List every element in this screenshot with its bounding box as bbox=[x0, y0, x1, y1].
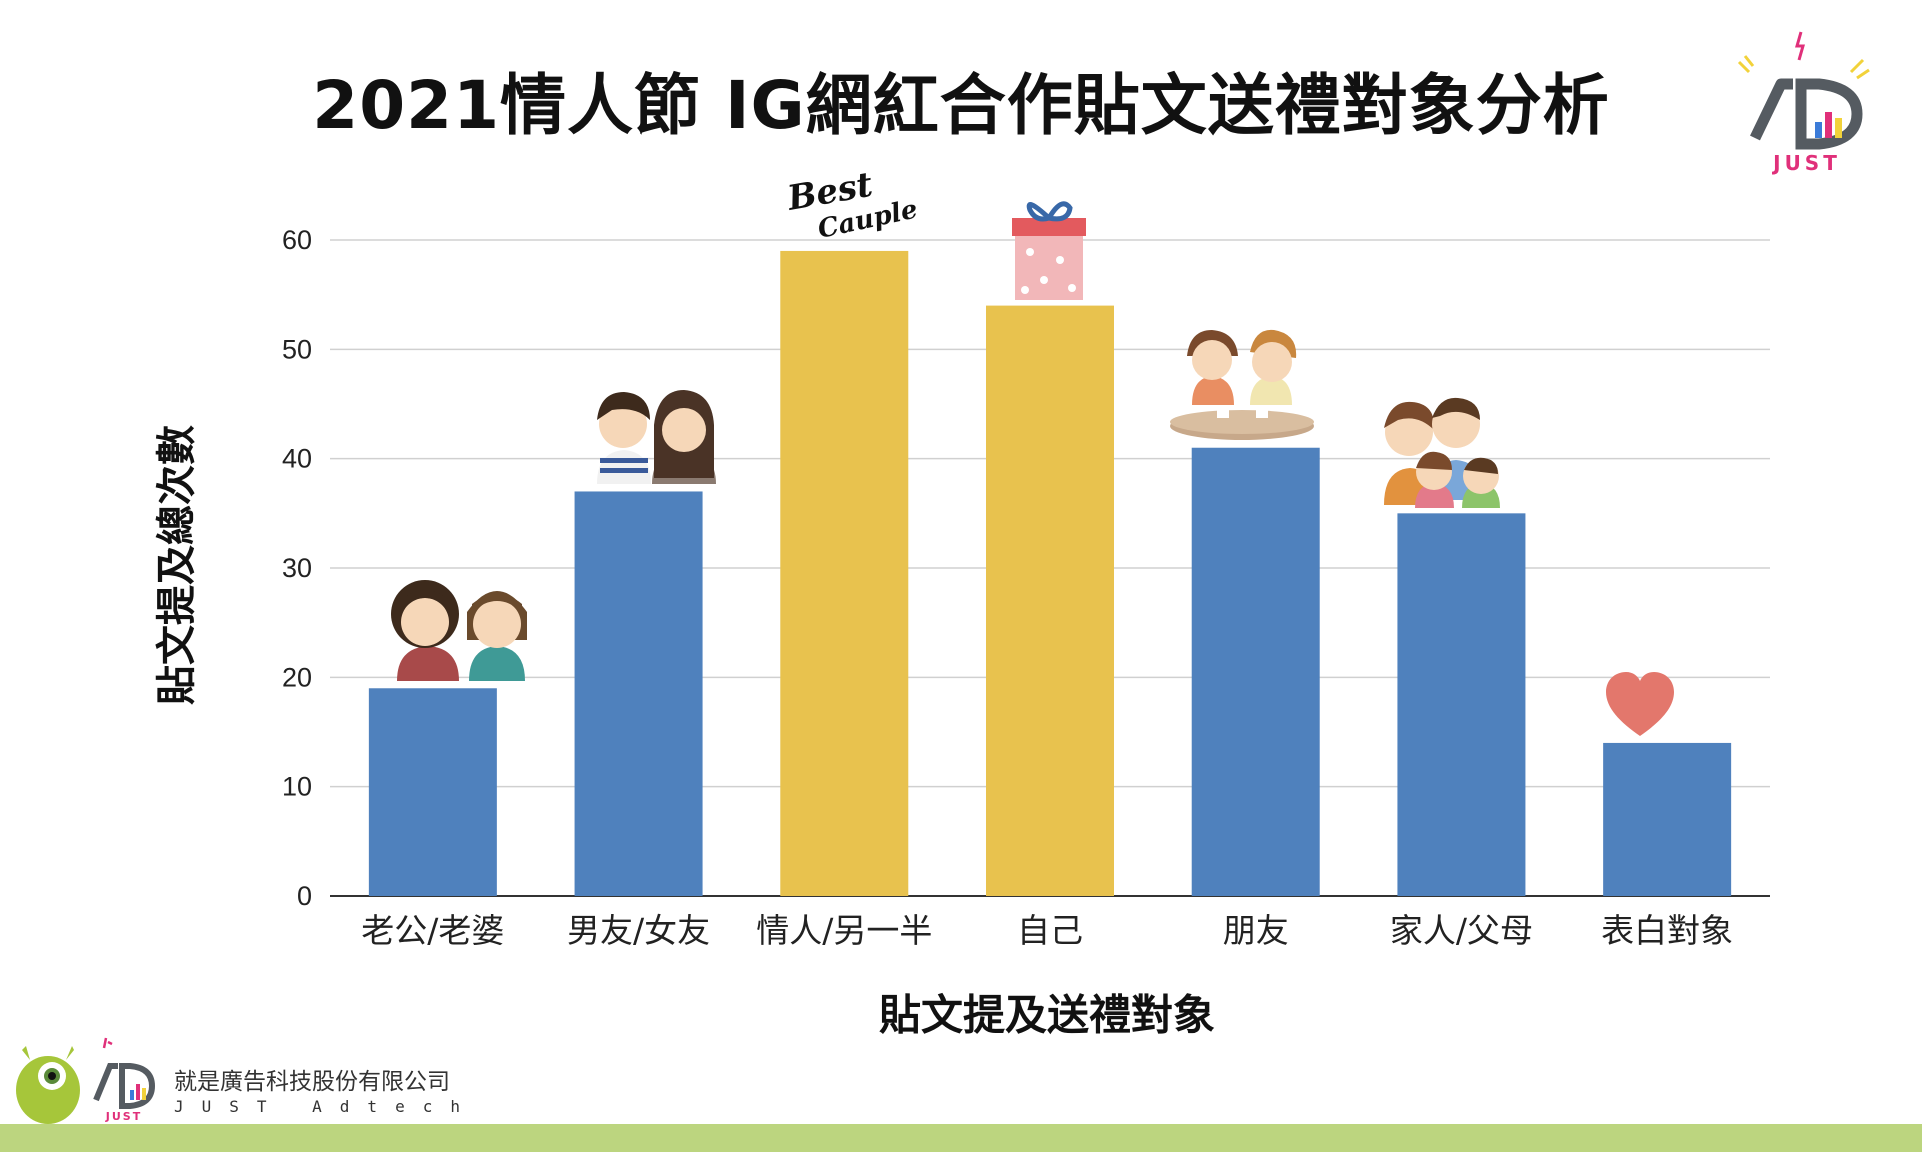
x-tick-label: 表白對象 bbox=[1601, 911, 1733, 950]
friends-table-icon bbox=[1170, 329, 1314, 440]
y-axis-label: 貼文提及總次數 bbox=[154, 425, 200, 705]
bar-6 bbox=[1603, 742, 1732, 896]
x-tick-label: 自己 bbox=[1017, 911, 1083, 950]
y-tick-label: 20 bbox=[282, 662, 312, 692]
ad-just-logo-icon: JUST bbox=[1737, 31, 1870, 175]
bar-2 bbox=[780, 250, 909, 896]
family-icon bbox=[1384, 397, 1500, 508]
footer-logo-text: JUST bbox=[105, 1110, 142, 1123]
green-monster-mascot-icon: JUST bbox=[16, 1037, 156, 1124]
footer-bar bbox=[0, 1124, 1922, 1152]
bar-0 bbox=[368, 688, 497, 896]
bar-3 bbox=[986, 305, 1114, 897]
y-tick-label: 0 bbox=[297, 881, 312, 911]
gift-box-icon bbox=[1012, 201, 1086, 300]
y-tick-label: 50 bbox=[282, 334, 312, 364]
x-tick-label: 男友/女友 bbox=[567, 911, 710, 950]
heart-icon bbox=[1606, 672, 1674, 736]
x-tick-label: 家人/父母 bbox=[1390, 911, 1533, 950]
bar-4 bbox=[1191, 447, 1320, 896]
best-couple-annotation: Best Cauple bbox=[784, 165, 921, 245]
y-tick-label: 40 bbox=[282, 444, 312, 474]
bar-1 bbox=[574, 491, 703, 896]
bar-5 bbox=[1397, 513, 1526, 896]
x-tick-label: 老公/老婆 bbox=[361, 911, 504, 950]
y-tick-label: 10 bbox=[282, 772, 312, 802]
logo-text: JUST bbox=[1771, 151, 1841, 175]
boy-girl-icon bbox=[597, 390, 716, 484]
y-tick-label: 30 bbox=[282, 553, 312, 583]
y-tick-label: 60 bbox=[282, 225, 312, 255]
x-tick-label: 情人/另一半 bbox=[756, 911, 932, 950]
couple-icon bbox=[391, 580, 527, 681]
company-english-name: JUST Adtech bbox=[174, 1097, 478, 1116]
x-tick-label: 朋友 bbox=[1223, 911, 1289, 950]
company-name: 就是廣告科技股份有限公司 bbox=[174, 1069, 450, 1095]
x-axis-label: 貼文提及送禮對象 bbox=[878, 990, 1216, 1040]
chart-title: 2021情人節 IG網紅合作貼文送禮對象分析 bbox=[312, 67, 1610, 144]
